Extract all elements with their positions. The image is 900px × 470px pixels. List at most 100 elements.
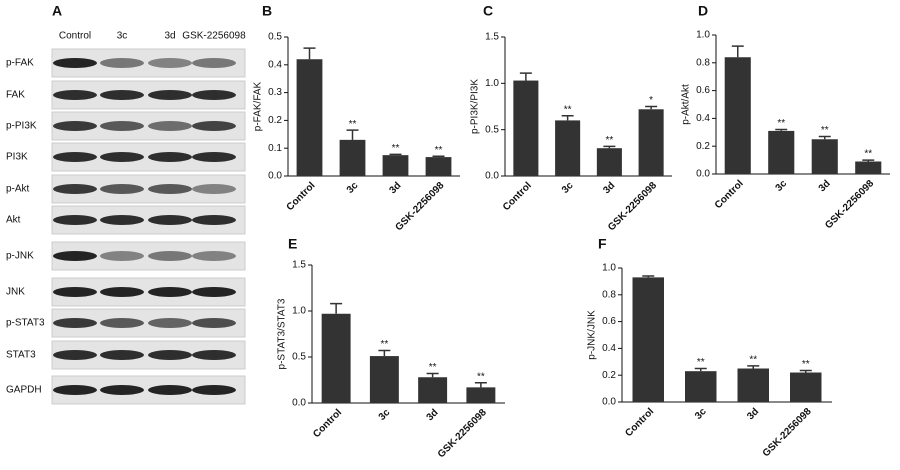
blot-band [148, 385, 192, 395]
blot-band [100, 385, 144, 395]
x-tick-label: 3c [560, 180, 576, 196]
y-tick-label: 0.4 [268, 59, 282, 70]
bar [632, 277, 664, 402]
x-tick-label: 3c [693, 406, 709, 422]
error-bar [426, 372, 439, 378]
y-tick-label: 0.0 [602, 397, 616, 408]
y-tick-label: 1.0 [292, 306, 306, 317]
y-tick-label: 0.2 [696, 141, 710, 152]
error-bar [862, 159, 875, 162]
error-bar [378, 349, 391, 357]
bar [296, 59, 323, 176]
bar [418, 377, 448, 403]
blot-band [100, 287, 144, 297]
y-tick-label: 0.5 [268, 32, 282, 43]
x-tick-label: Control [311, 407, 344, 440]
y-tick-label: 0.6 [696, 85, 710, 96]
blot-band [53, 152, 97, 162]
blot-band [100, 58, 144, 68]
blot-band [192, 287, 236, 297]
significance-label: ** [864, 149, 872, 160]
blot-band [192, 184, 236, 194]
y-axis-label: p-Akt/Akt [681, 84, 692, 125]
bar [737, 368, 769, 402]
blot-band [148, 251, 192, 261]
error-bar [731, 45, 744, 58]
panel-label: C [483, 3, 493, 19]
bar [382, 155, 409, 176]
significance-label: ** [429, 362, 437, 373]
blot-band [192, 385, 236, 395]
blot-band [100, 184, 144, 194]
bar [321, 313, 351, 403]
blot-band [192, 215, 236, 225]
panel-label: F [598, 236, 607, 252]
blot-row-label: PI3K [6, 152, 28, 163]
significance-label: ** [435, 145, 443, 156]
blot-band [53, 318, 97, 328]
y-tick-label: 0.1 [268, 143, 282, 154]
bar [790, 372, 822, 402]
blot-band [148, 350, 192, 360]
error-bar [519, 72, 532, 81]
blot-band [148, 58, 192, 68]
bar [855, 161, 882, 174]
y-tick-label: 0.8 [602, 289, 616, 300]
y-axis-label: p-FAK/FAK [253, 81, 264, 131]
blot-band [148, 318, 192, 328]
blot-band [100, 350, 144, 360]
y-tick-label: 0.8 [696, 57, 710, 68]
blot-row-label: STAT3 [6, 350, 36, 361]
x-tick-label: 3d [817, 178, 833, 194]
x-tick-label: Control [285, 180, 318, 213]
blot-band [148, 121, 192, 131]
error-bar [303, 47, 316, 60]
panel-label: A [52, 3, 62, 19]
error-bar [432, 155, 445, 158]
significance-label: ** [802, 359, 810, 370]
significance-label: * [649, 95, 653, 106]
blot-band [53, 251, 97, 261]
error-bar [645, 105, 658, 110]
significance-label: ** [749, 354, 757, 365]
blot-band [148, 287, 192, 297]
blot-row-label: p-Akt [6, 184, 30, 195]
error-bar [818, 135, 831, 140]
x-tick-label: 3d [425, 407, 441, 423]
blot-band [53, 121, 97, 131]
significance-label: ** [380, 339, 388, 350]
error-bar [603, 145, 616, 149]
blot-band [148, 184, 192, 194]
blot-band [148, 90, 192, 100]
blot-band [100, 90, 144, 100]
bar [555, 120, 581, 176]
x-tick-label: Control [501, 180, 534, 213]
bar [596, 148, 622, 176]
y-tick-label: 0.5 [485, 124, 499, 135]
y-tick-label: 0.6 [602, 316, 616, 327]
error-bar [474, 382, 487, 388]
blot-row-label: FAK [6, 90, 25, 101]
significance-label: ** [777, 118, 785, 129]
bar [638, 109, 664, 176]
x-tick-label: 3c [377, 407, 393, 423]
error-bar [642, 275, 655, 278]
y-tick-label: 1.5 [485, 32, 499, 43]
blot-row-label: p-PI3K [6, 121, 37, 132]
bar [768, 130, 795, 174]
x-tick-label: 3c [345, 180, 361, 196]
blot-band [192, 251, 236, 261]
blot-band [192, 152, 236, 162]
y-axis-label: p-PI3K/PI3K [470, 79, 481, 134]
y-tick-label: 0.3 [268, 87, 282, 98]
y-tick-label: 0.0 [292, 398, 306, 409]
blot-row-label: p-FAK [6, 58, 34, 69]
error-bar [694, 367, 707, 372]
blot-band [192, 58, 236, 68]
error-bar [561, 115, 574, 121]
blot-row-label: p-JNK [6, 251, 34, 262]
blot-column-label: 3c [117, 31, 128, 42]
bar [466, 387, 496, 403]
